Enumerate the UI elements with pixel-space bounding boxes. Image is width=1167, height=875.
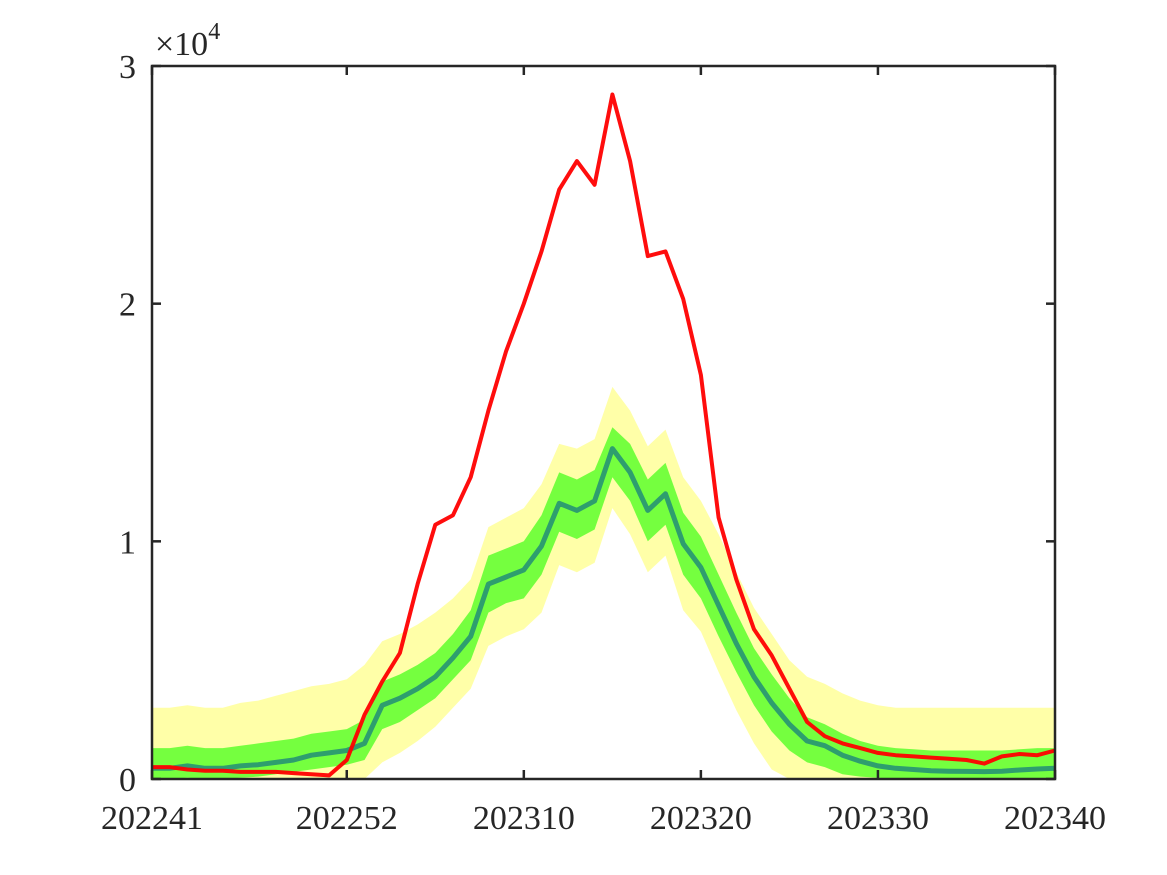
- x-tick-label: 202330: [827, 800, 929, 837]
- axis-ticks: [150, 64, 1057, 781]
- y-tick-labels: 0 1 2 3: [119, 49, 136, 799]
- series-lines: [152, 92, 1056, 778]
- x-tick-label: 202241: [101, 800, 203, 837]
- x-tick-label: 202310: [473, 800, 575, 837]
- y-tick-label: 3: [119, 49, 136, 86]
- x-tick-label: 202320: [650, 800, 752, 837]
- y-tick-label: 0: [119, 762, 136, 799]
- outer-band: [152, 386, 1055, 779]
- y-tick-label: 1: [119, 524, 136, 561]
- x-tick-label: 202340: [1004, 800, 1106, 837]
- plot-frame: [150, 64, 1057, 781]
- y-exponent-label: ×104: [155, 19, 220, 63]
- x-tick-label: 202252: [296, 800, 398, 837]
- y-exponent-base: ×10: [155, 26, 208, 63]
- y-exponent-power: 4: [208, 19, 220, 45]
- y-tick-label: 2: [119, 287, 136, 324]
- observed-line: [152, 92, 1056, 778]
- confidence-bands: [152, 386, 1055, 779]
- x-tick-labels: 202241 202252 202310 202320 202330 202340: [101, 800, 1106, 837]
- inner-band: [152, 427, 1055, 779]
- predicted-line: [152, 446, 1056, 775]
